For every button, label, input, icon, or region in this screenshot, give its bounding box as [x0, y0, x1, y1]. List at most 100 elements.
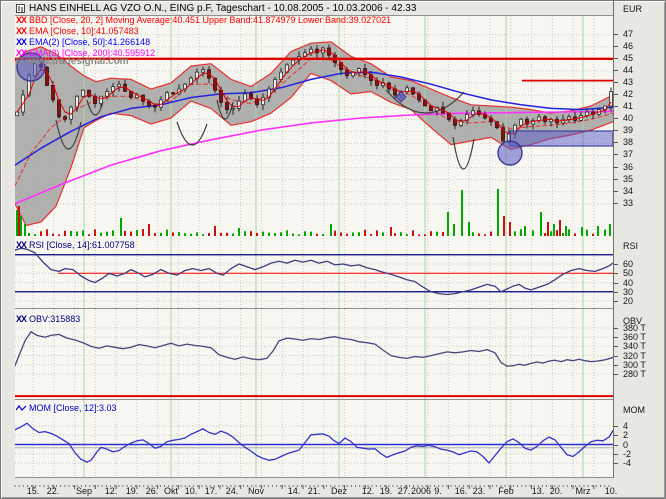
- x-axis-label: 10.: [184, 486, 198, 496]
- y-axis-tick-label: 2: [623, 430, 629, 440]
- x-axis-label: Okt: [163, 486, 179, 496]
- y-axis-tickmark: [614, 301, 618, 302]
- rsi-chart-canvas: [15, 238, 613, 308]
- y-axis-tickmark: [614, 154, 618, 155]
- y-axis-tick-label: 60: [623, 259, 634, 269]
- x-axis-label: 9.: [434, 486, 442, 496]
- axis-title-eur: EUR: [623, 4, 643, 14]
- x-axis-label: 14.: [287, 486, 301, 496]
- legend-row-obv: XX OBV:315883: [16, 314, 80, 324]
- price-chart-canvas: [15, 16, 613, 238]
- indicator-label-obv: OBV:315883: [29, 314, 81, 324]
- y-axis-tick-label: 4: [623, 421, 629, 431]
- axis-title-rsi: RSI: [623, 241, 639, 251]
- y-axis-tick-label: 41: [623, 101, 634, 111]
- y-axis-tick-label: 44: [623, 65, 634, 75]
- y-axis-tickmark: [614, 82, 618, 83]
- remove-indicator-button[interactable]: XX: [16, 37, 27, 47]
- y-axis-tick-label: 30: [623, 287, 634, 297]
- x-axis-label: 20.: [549, 486, 563, 496]
- right-axis: EUR RSI OBV MOM 47 46 45 44 43 42 41 40 39 38 37 36 35 34…: [613, 1, 665, 478]
- y-axis-tickmark: [614, 426, 618, 427]
- y-axis-tickmark: [614, 374, 618, 375]
- y-axis-tick-label: 34: [623, 186, 634, 196]
- y-axis-tick-label: 340 T: [623, 341, 646, 351]
- indicator-label-ema: EMA [Close, 10]:41.057483: [29, 26, 139, 36]
- y-axis-tick-label: 360 T: [623, 332, 646, 342]
- x-axis-label: 17.: [204, 486, 218, 496]
- y-axis-tick-label: 35: [623, 174, 634, 184]
- y-axis-tickmark: [614, 34, 618, 35]
- indicator-label-bbd: BBD [Close, 20, 2] Moving Average:40.451…: [29, 15, 392, 25]
- y-axis-tick-label: 45: [623, 53, 634, 63]
- y-axis-tickmark: [614, 283, 618, 284]
- x-axis-label: 10.: [604, 486, 618, 496]
- x-axis-label: 15.: [26, 486, 40, 496]
- y-axis-tickmark: [614, 118, 618, 119]
- rsi-panel: [15, 238, 613, 309]
- x-axis-label: 19.: [379, 486, 393, 496]
- y-axis-tickmark: [614, 203, 618, 204]
- y-axis-tick-label: 380 T: [623, 323, 646, 333]
- y-axis-tickmark: [614, 365, 618, 366]
- legend-row-ema2: XX EMA(2) [Close, 50]:41.266148: [16, 37, 150, 47]
- price-panel: [15, 15, 613, 239]
- y-axis-tickmark: [614, 328, 618, 329]
- remove-indicator-button[interactable]: XX: [16, 240, 27, 250]
- legend-row-mom: MOM [Close, 12]:3.03: [16, 403, 117, 413]
- watermark: © www.tradesignal.com: [16, 56, 129, 67]
- y-axis-tick-label: -2: [623, 449, 632, 459]
- remove-indicator-button[interactable]: XX: [16, 15, 27, 25]
- remove-indicator-button[interactable]: XX: [16, 48, 27, 58]
- remove-indicator-button[interactable]: XX: [16, 314, 27, 324]
- y-axis-tickmark: [614, 70, 618, 71]
- x-axis-label: 27.: [397, 486, 411, 496]
- y-axis-tickmark: [614, 356, 618, 357]
- x-axis-label: 12.: [104, 486, 118, 496]
- y-axis-tick-label: 320 T: [623, 351, 646, 361]
- y-axis-tickmark: [614, 130, 618, 131]
- x-axis-label: Nov: [247, 486, 265, 496]
- y-axis-tickmark: [614, 264, 618, 265]
- indicator-label-ema2: EMA(2) [Close, 50]:41.266148: [29, 37, 151, 47]
- y-axis-tick-label: 40: [623, 113, 634, 123]
- x-axis-label: 22.: [46, 486, 60, 496]
- indicator-label-ema3: EMA(3) [Close, 200]:40.595912: [29, 48, 156, 58]
- y-axis-tickmark: [614, 454, 618, 455]
- y-axis-tick-label: -4: [623, 458, 632, 468]
- x-axis-label: Sep: [75, 486, 93, 496]
- zigzag-line-icon: [16, 404, 27, 412]
- y-axis-tickmark: [614, 179, 618, 180]
- legend-row-ema3: XX EMA(3) [Close, 200]:40.595912: [16, 48, 155, 58]
- y-axis-tickmark: [614, 445, 618, 446]
- indicator-label-mom: MOM [Close, 12]:3.03: [29, 403, 117, 413]
- x-axis-label: 21.: [307, 486, 321, 496]
- y-axis-tickmark: [614, 337, 618, 338]
- chart-title: HANS EINHELL AG VZO O.N., EING p.F, Tage…: [29, 3, 417, 14]
- y-axis-tick-label: 0: [623, 440, 629, 450]
- y-axis-tickmark: [614, 346, 618, 347]
- y-axis-tick-label: 300 T: [623, 360, 646, 370]
- y-axis-tickmark: [614, 142, 618, 143]
- y-axis-tickmark: [614, 273, 618, 274]
- x-axis-label: 26.: [145, 486, 159, 496]
- y-axis-tickmark: [614, 463, 618, 464]
- y-axis-tick-label: 46: [623, 41, 634, 51]
- time-axis-ticks: [14, 485, 610, 489]
- mom-chart-canvas: [15, 400, 613, 477]
- obv-panel: [15, 309, 613, 400]
- y-axis-tick-label: 280 T: [623, 369, 646, 379]
- y-axis-tick-label: 39: [623, 125, 634, 135]
- x-axis-label: Mrz: [575, 486, 591, 496]
- axis-title-obv: OBV: [623, 316, 643, 326]
- y-axis-tick-label: 42: [623, 89, 634, 99]
- legend-row-bbd: XX BBD [Close, 20, 2] Moving Average:40.4…: [16, 15, 391, 25]
- y-axis-tick-label: 43: [623, 77, 634, 87]
- y-axis-tick-label: 36: [623, 162, 634, 172]
- y-axis-tickmark: [614, 292, 618, 293]
- remove-indicator-button[interactable]: XX: [16, 26, 27, 36]
- x-axis-label: 2006: [410, 486, 432, 496]
- y-axis-tickmark: [614, 46, 618, 47]
- legend-row-rsi: XX RSI [Close, 14]:61.007758: [16, 240, 135, 250]
- x-axis-label: Feb: [498, 486, 514, 496]
